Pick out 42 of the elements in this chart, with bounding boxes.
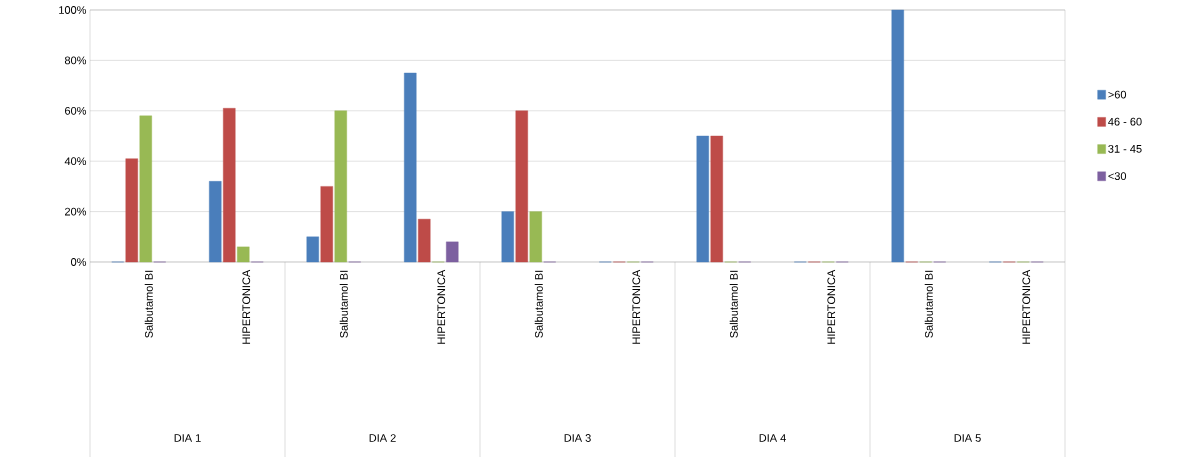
y-tick-label: 80%	[64, 56, 87, 65]
legend-label: >60	[1108, 90, 1127, 99]
bar	[501, 211, 514, 263]
x-tick-label: HIPERTONICA	[827, 269, 836, 344]
bar	[404, 72, 417, 263]
bar	[334, 110, 347, 263]
bar	[696, 135, 709, 263]
bar	[891, 9, 904, 263]
text: DIA 5	[954, 434, 981, 442]
legend-label: 31 - 45	[1108, 145, 1142, 153]
x-tick-label: HIPERTONICA	[632, 269, 641, 344]
legend-label: 46 - 60	[1108, 117, 1142, 126]
bar	[209, 181, 222, 263]
y-tick-label: 40%	[64, 157, 87, 166]
bar	[125, 158, 138, 263]
legend-label: <30	[1108, 172, 1127, 180]
bar	[139, 115, 152, 263]
y-tick-label: 20%	[65, 207, 87, 216]
bar	[446, 241, 459, 263]
bar	[529, 211, 542, 263]
bar	[710, 135, 723, 263]
x-tick-label: HIPERTONICA	[437, 269, 446, 344]
x-tick-label: Salbutamol BI	[339, 270, 348, 338]
y-tick-label: 0%	[71, 258, 87, 266]
x-tick-label: Salbutamol BI	[534, 270, 543, 338]
x-tick-label: Salbutamol BI	[144, 270, 153, 338]
x-tick-label: Salbutamol BI	[924, 270, 933, 338]
text: DIA 1	[174, 434, 201, 442]
bar	[515, 110, 528, 263]
x-tick-label: HIPERTONICA	[242, 269, 251, 344]
bar	[306, 236, 319, 263]
x-tick-label: Salbutamol BI	[729, 270, 738, 338]
text: DIA 3	[564, 434, 591, 442]
bar	[320, 186, 333, 263]
x-tick-label: HIPERTONICA	[1022, 269, 1031, 344]
text: DIA 4	[759, 434, 786, 442]
text: DIA 2	[369, 434, 396, 442]
bar	[237, 246, 250, 263]
bar	[418, 218, 431, 263]
y-tick-label: 60%	[65, 106, 87, 115]
y-tick-label: 100%	[59, 6, 87, 14]
bar	[223, 108, 236, 263]
